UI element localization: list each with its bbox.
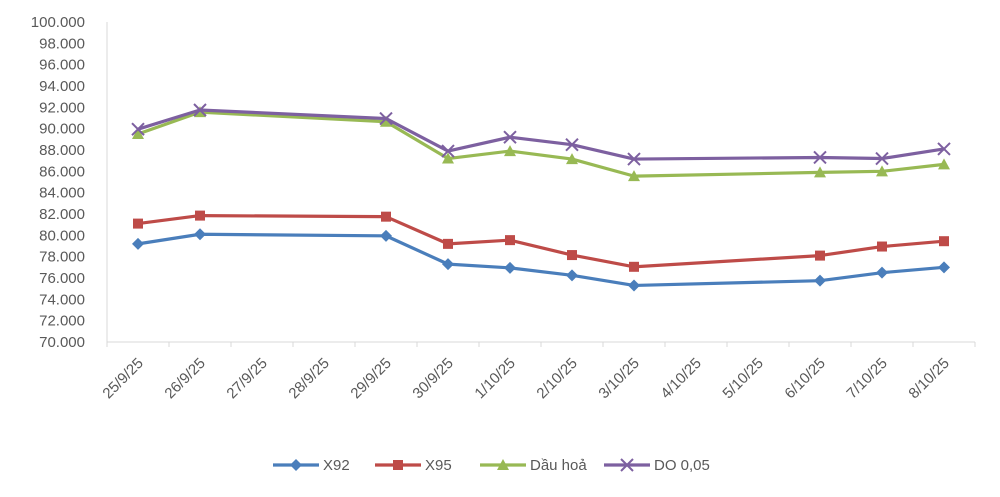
data-point-d-u-ho (380, 115, 392, 127)
y-tick-label: 90.000 (39, 121, 85, 138)
legend: X92 X95 Dầu hoả DO 0,05 (273, 457, 710, 474)
x-tick-label: 1/10/25 (471, 355, 518, 402)
data-point-d-u-ho (814, 166, 826, 178)
data-point-d-u-ho (442, 152, 454, 164)
data-point-x95 (877, 241, 887, 252)
series-d-u-ho (132, 106, 950, 182)
data-point-d-u-ho (876, 165, 888, 177)
data-point-x92 (132, 237, 144, 250)
data-point-do-0-05 (565, 137, 579, 152)
y-tick-label: 92.000 (39, 99, 85, 116)
y-tick-label: 84.000 (39, 185, 85, 202)
data-point-x95 (567, 250, 577, 261)
data-point-do-0-05 (131, 122, 145, 136)
x-tick-label: 5/10/25 (719, 355, 766, 402)
x-tick-label: 30/9/25 (409, 355, 456, 402)
data-point-d-u-ho (132, 128, 144, 139)
data-point-x92 (938, 261, 950, 274)
data-point-do-0-05 (875, 151, 889, 166)
legend-label: Dầu hoả (530, 457, 587, 474)
y-tick-label: 72.000 (39, 313, 85, 330)
x-tick-label: 26/9/25 (161, 355, 208, 402)
data-point-do-0-05 (503, 130, 517, 144)
y-tick-label: 78.000 (39, 249, 85, 266)
y-tick-label: 88.000 (39, 142, 85, 159)
series-do-0-05 (131, 103, 951, 166)
data-point-do-0-05 (441, 144, 455, 158)
data-point-d-u-ho (566, 153, 578, 165)
data-point-x95 (133, 218, 143, 229)
x-tick-label: 8/10/25 (905, 355, 952, 402)
data-point-do-0-05 (813, 150, 827, 165)
y-tick-label: 100.000 (31, 14, 85, 31)
legend-item: DO 0,05 (604, 457, 710, 474)
data-point-do-0-05 (193, 103, 207, 117)
y-tick-label: 94.000 (39, 78, 85, 95)
data-point-x95 (815, 250, 825, 261)
data-point-x92 (628, 279, 640, 292)
data-point-x92 (504, 261, 516, 274)
data-point-x95 (505, 235, 515, 246)
series-x95 (133, 210, 949, 272)
series-x92 (132, 228, 950, 292)
data-point-x92 (876, 266, 888, 279)
legend-marker (620, 458, 634, 472)
data-point-x92 (566, 269, 578, 282)
data-point-x95 (381, 211, 391, 222)
data-point-x95 (443, 238, 453, 249)
x-tick-label: 3/10/25 (595, 355, 642, 402)
y-tick-label: 82.000 (39, 206, 85, 223)
legend-item: X95 (375, 457, 452, 474)
y-tick-label: 70.000 (39, 334, 85, 351)
y-axis-ticks: 70.000 72.000 74.000 76.000 78.000 80.000 82.0… (31, 14, 85, 351)
data-point-x92 (194, 228, 206, 241)
series-line-x95 (137, 214, 945, 269)
legend-label: X95 (425, 457, 452, 474)
legend-item: X92 (273, 457, 350, 474)
data-point-x92 (814, 274, 826, 287)
y-tick-label: 80.000 (39, 227, 85, 244)
data-point-do-0-05 (379, 111, 393, 126)
data-point-x92 (442, 258, 454, 271)
y-tick-label: 86.000 (39, 163, 85, 180)
series-line-d-u-ho (137, 110, 945, 178)
data-point-do-0-05 (937, 142, 951, 156)
y-tick-label: 96.000 (39, 57, 85, 74)
x-tick-label: 29/9/25 (347, 355, 394, 402)
x-tick-label: 28/9/25 (285, 355, 332, 402)
data-point-do-0-05 (627, 152, 641, 166)
y-tick-label: 74.000 (39, 291, 85, 308)
x-tick-label: 7/10/25 (843, 355, 890, 402)
data-point-d-u-ho (504, 145, 516, 157)
series-line-x92 (137, 232, 945, 288)
legend-marker (393, 460, 403, 470)
x-tick-label: 2/10/25 (533, 355, 580, 402)
legend-label: DO 0,05 (654, 457, 710, 474)
data-point-x95 (939, 236, 949, 247)
data-point-d-u-ho (938, 158, 950, 170)
data-point-x95 (629, 261, 639, 272)
y-tick-label: 98.000 (39, 35, 85, 52)
data-point-d-u-ho (628, 170, 640, 182)
data-point-x92 (380, 229, 392, 242)
x-tick-label: 4/10/25 (657, 355, 704, 402)
x-tick-label: 27/9/25 (223, 355, 270, 402)
series-line-do-0-05 (137, 108, 945, 161)
x-axis-ticks: 25/9/25 26/9/25 27/9/25 28/9/25 29/9/25 30/9/… (99, 342, 976, 402)
data-point-x95 (195, 210, 205, 221)
x-tick-label: 25/9/25 (99, 355, 146, 402)
x-tick-label: 6/10/25 (781, 355, 828, 402)
series-group (131, 103, 951, 292)
legend-marker (290, 459, 302, 471)
y-tick-label: 76.000 (39, 270, 85, 287)
axes (106, 22, 975, 343)
legend-label: X92 (323, 457, 350, 474)
legend-item: Dầu hoả (480, 457, 587, 474)
legend-marker (497, 459, 509, 470)
